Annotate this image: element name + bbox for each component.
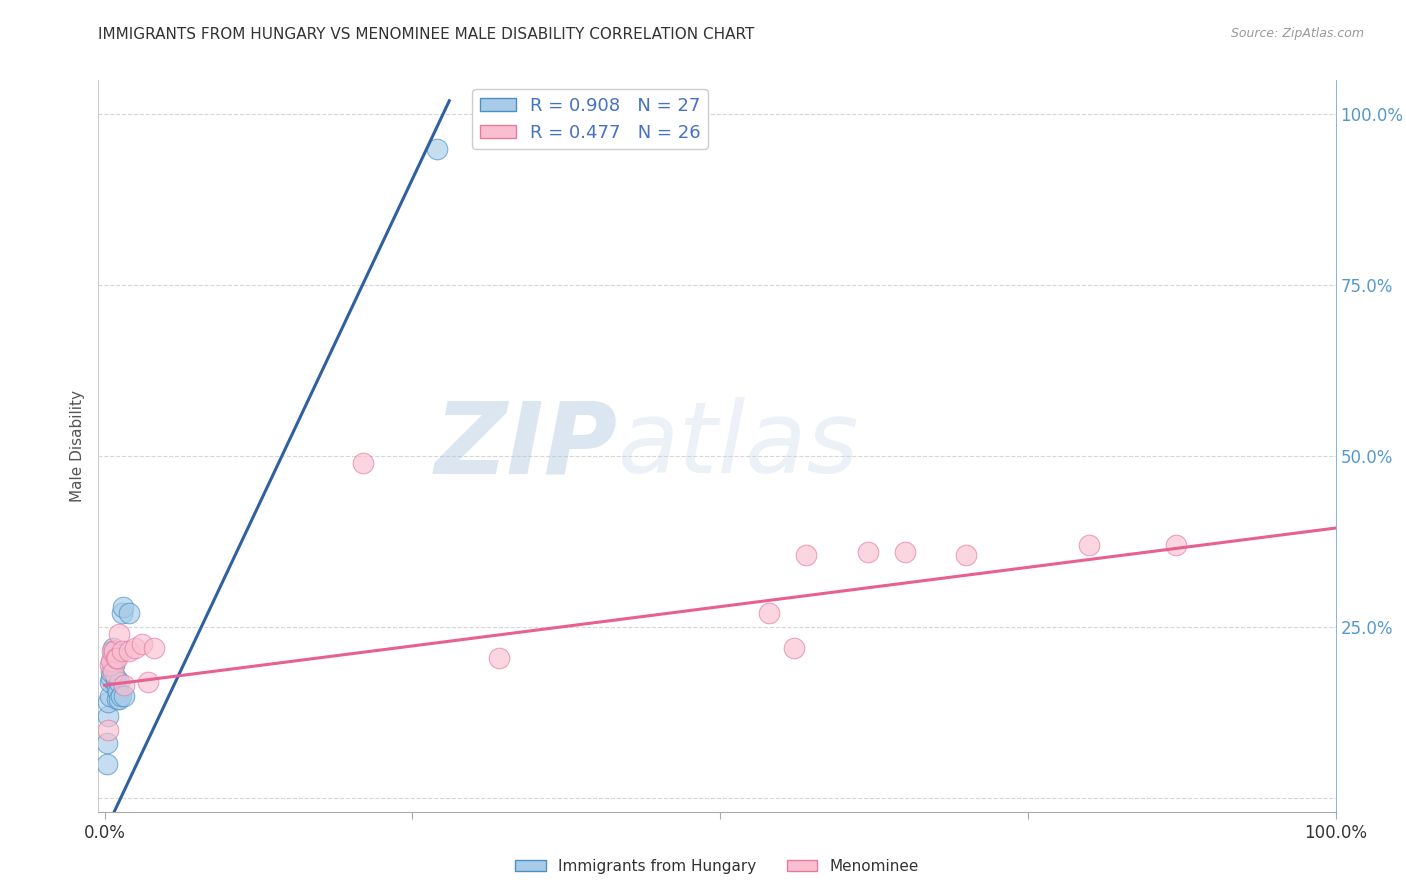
- Point: [98, 657, 121, 672]
- Point: [118, 644, 141, 658]
- Point: [108, 692, 131, 706]
- Legend: R = 0.908   N = 27, R = 0.477   N = 26: R = 0.908 N = 27, R = 0.477 N = 26: [472, 89, 709, 149]
- Point: [111, 607, 134, 621]
- Point: [856, 545, 879, 559]
- Point: [794, 549, 817, 563]
- Point: [758, 607, 780, 621]
- Point: [955, 549, 977, 563]
- Point: [97, 709, 120, 723]
- Point: [426, 142, 449, 156]
- Point: [108, 674, 131, 689]
- Point: [112, 689, 135, 703]
- Point: [118, 607, 141, 621]
- Point: [1164, 538, 1187, 552]
- Point: [131, 637, 153, 651]
- Point: [97, 723, 120, 737]
- Point: [124, 640, 146, 655]
- Point: [100, 665, 122, 679]
- Point: [104, 651, 127, 665]
- Point: [101, 654, 124, 668]
- Point: [112, 599, 135, 614]
- Point: [103, 648, 125, 662]
- Point: [100, 654, 122, 668]
- Point: [105, 651, 128, 665]
- Point: [112, 678, 135, 692]
- Text: IMMIGRANTS FROM HUNGARY VS MENOMINEE MALE DISABILITY CORRELATION CHART: IMMIGRANTS FROM HUNGARY VS MENOMINEE MAL…: [98, 27, 755, 42]
- Point: [107, 685, 129, 699]
- Legend: Immigrants from Hungary, Menominee: Immigrants from Hungary, Menominee: [509, 853, 925, 880]
- Y-axis label: Male Disability: Male Disability: [70, 390, 86, 502]
- Point: [136, 674, 159, 689]
- Point: [98, 674, 121, 689]
- Point: [105, 692, 128, 706]
- Point: [103, 640, 125, 655]
- Point: [103, 644, 125, 658]
- Point: [105, 681, 128, 696]
- Point: [96, 736, 118, 750]
- Point: [101, 644, 124, 658]
- Point: [111, 644, 134, 658]
- Point: [104, 672, 127, 686]
- Point: [142, 640, 165, 655]
- Point: [97, 695, 120, 709]
- Point: [1078, 538, 1101, 552]
- Point: [101, 661, 124, 675]
- Point: [894, 545, 917, 559]
- Text: atlas: atlas: [619, 398, 859, 494]
- Point: [98, 689, 121, 703]
- Point: [783, 640, 806, 655]
- Point: [488, 651, 510, 665]
- Point: [103, 657, 125, 672]
- Point: [110, 689, 132, 703]
- Point: [103, 644, 125, 658]
- Point: [352, 456, 374, 470]
- Point: [108, 627, 131, 641]
- Text: Source: ZipAtlas.com: Source: ZipAtlas.com: [1230, 27, 1364, 40]
- Point: [100, 672, 122, 686]
- Point: [104, 674, 127, 689]
- Text: ZIP: ZIP: [434, 398, 619, 494]
- Point: [103, 665, 125, 679]
- Point: [96, 756, 118, 771]
